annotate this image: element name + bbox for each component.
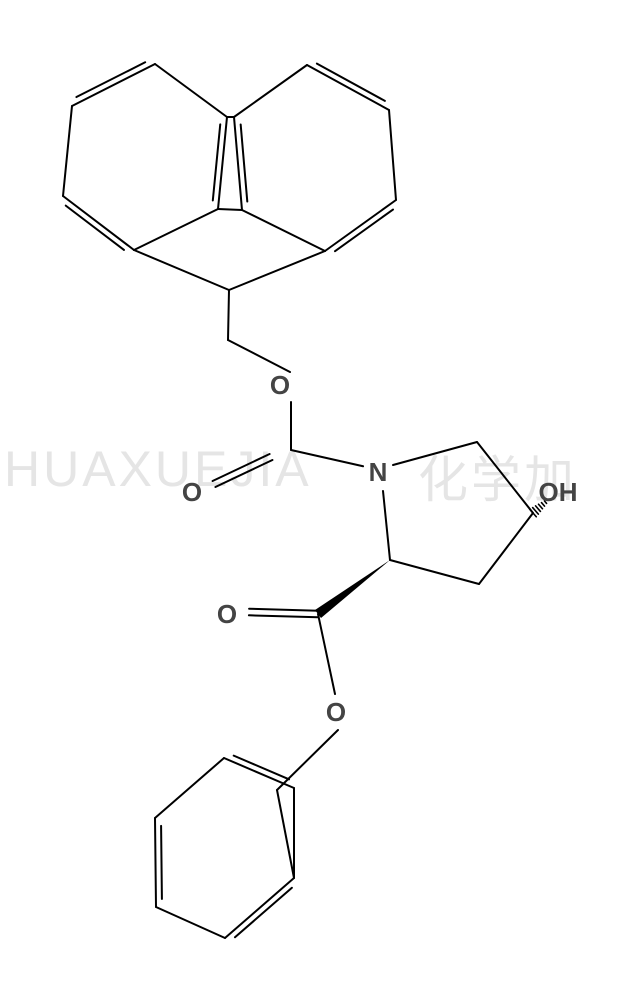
structure-svg: O N O OH O O: [0, 0, 623, 1001]
atom-label: N: [369, 457, 388, 487]
atom-label: O: [326, 697, 346, 727]
atom-label: O: [217, 599, 237, 629]
atom-label: O: [182, 477, 202, 507]
atom-label: O: [270, 370, 290, 400]
molecule-figure: HUAXUEJIA 化学加 ONOOHOO: [0, 0, 623, 1001]
atom-label: OH: [539, 477, 578, 507]
